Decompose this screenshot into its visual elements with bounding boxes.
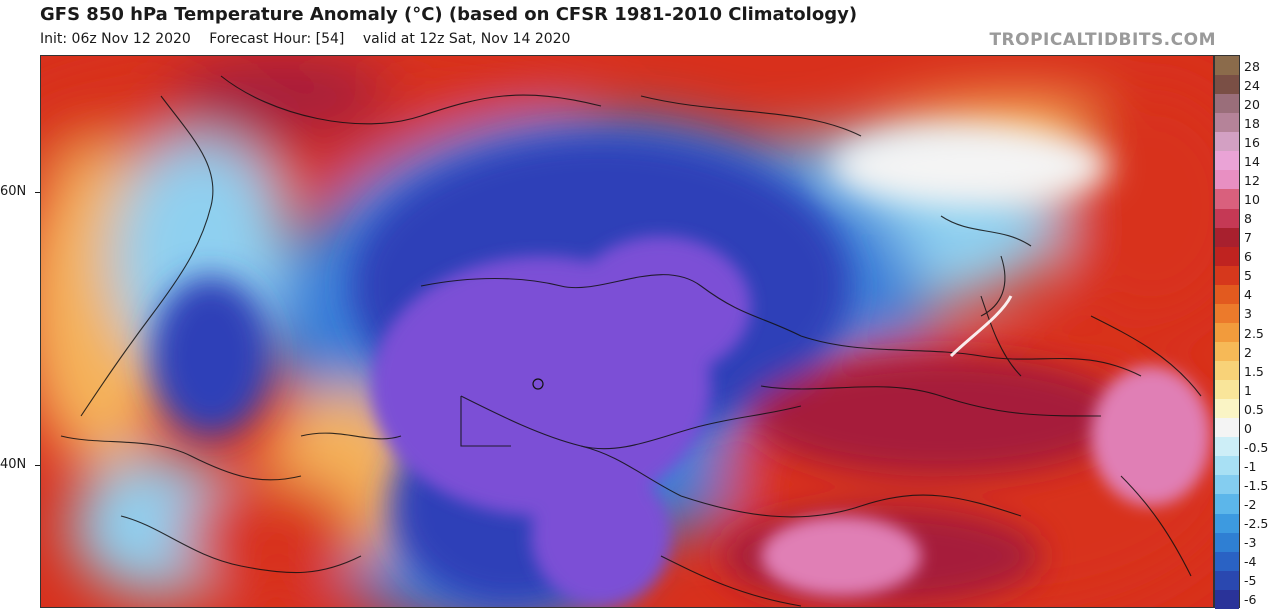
colorbar-swatch	[1215, 399, 1239, 419]
colorbar-swatch	[1215, 570, 1239, 590]
colorbar-label: 12	[1244, 172, 1260, 188]
colorbar-label: -2.5	[1244, 515, 1269, 531]
anomaly-region-very-cold	[151, 276, 271, 436]
brand-watermark: TROPICALTIDBITS.COM	[989, 30, 1216, 50]
forecast-hour: Forecast Hour: [54]	[209, 31, 345, 47]
colorbar-label: 28	[1244, 58, 1260, 74]
colorbar-swatch	[1215, 151, 1239, 171]
colorbar-label: 14	[1244, 153, 1260, 169]
colorbar-swatch	[1215, 246, 1239, 266]
colorbar-label: 0.5	[1244, 401, 1264, 417]
colorbar-label: 10	[1244, 191, 1260, 207]
colorbar-swatch	[1215, 341, 1239, 361]
anomaly-region-extreme	[761, 516, 921, 596]
colorbar-swatch	[1215, 170, 1239, 190]
lake-outline	[532, 378, 544, 390]
colorbar-label: 7	[1244, 229, 1252, 245]
lake-baikal	[949, 295, 1013, 358]
colorbar-swatch	[1215, 532, 1239, 552]
colorbar-swatch	[1215, 75, 1239, 95]
colorbar-label: 16	[1244, 134, 1260, 150]
colorbar-swatch	[1215, 589, 1239, 609]
colorbar-swatch	[1215, 361, 1239, 381]
colorbar-swatch	[1215, 322, 1239, 342]
anomaly-region-very-hot	[171, 56, 391, 141]
map-subtitle: Init: 06z Nov 12 2020 Forecast Hour: [54…	[40, 31, 584, 47]
colorbar-swatch	[1215, 208, 1239, 228]
colorbar-label: 2	[1244, 344, 1252, 360]
init-time: Init: 06z Nov 12 2020	[40, 31, 191, 47]
anomaly-region-neutral	[831, 126, 1111, 206]
colorbar-label: -0.5	[1244, 439, 1269, 455]
colorbar-swatch	[1215, 303, 1239, 323]
colorbar-label: 5	[1244, 268, 1252, 284]
colorbar-swatch	[1215, 437, 1239, 457]
coastlines	[60, 75, 1202, 607]
anomaly-region-deep-cold	[531, 466, 671, 606]
valid-time: valid at 12z Sat, Nov 14 2020	[362, 31, 571, 47]
colorbar-swatch	[1215, 227, 1239, 247]
colorbar-label: -1	[1244, 458, 1257, 474]
colorbar-label: 1.5	[1244, 363, 1264, 379]
colorbar-label: -3	[1244, 535, 1257, 550]
colorbar-swatch	[1215, 418, 1239, 438]
colorbar-label: 1	[1244, 382, 1252, 398]
colorbar-swatch	[1215, 494, 1239, 514]
colorbar-label: -1.5	[1244, 477, 1269, 493]
anomaly-region-extreme	[1091, 366, 1211, 506]
anomaly-region-deep-cold	[571, 236, 751, 376]
anomaly-map	[40, 55, 1214, 608]
colorbar-label: 20	[1244, 96, 1260, 112]
colorbar-swatch	[1215, 189, 1239, 209]
colorbar-swatch	[1215, 132, 1239, 152]
colorbar-label: 2.5	[1244, 325, 1264, 341]
colorbar-swatch	[1215, 456, 1239, 476]
colorbar-label: -4	[1244, 554, 1257, 570]
colorbar-labels: 28 24 20 18 16 14 12 10 8 7 6 5 4 3 2.5 2 1.5 1 0.5 0 -0.5 -1…	[1244, 55, 1280, 608]
colorbar-swatch	[1215, 94, 1239, 114]
colorbar-swatch	[1215, 380, 1239, 400]
colorbar-label: -6	[1244, 592, 1257, 608]
colorbar-label: 4	[1244, 287, 1252, 303]
colorbar-label: -2	[1244, 496, 1257, 512]
colorbar-swatch	[1215, 513, 1239, 533]
colorbar-label: -5	[1244, 573, 1257, 589]
lat-tick-40n	[35, 465, 40, 466]
colorbar-label: 0	[1244, 420, 1252, 436]
colorbar	[1214, 55, 1240, 609]
colorbar-label: 18	[1244, 115, 1260, 131]
colorbar-swatch	[1215, 113, 1239, 133]
colorbar-swatch	[1215, 551, 1239, 571]
anomaly-field	[41, 56, 1213, 607]
colorbar-swatch	[1215, 265, 1239, 285]
anomaly-region-very-hot	[751, 356, 1131, 476]
colorbar-swatch	[1215, 284, 1239, 304]
anomaly-region-hot	[181, 476, 361, 596]
lat-label-60n: 60N	[0, 184, 27, 199]
colorbar-swatch	[1215, 56, 1239, 76]
colorbar-label: 3	[1244, 306, 1252, 322]
colorbar-label: 6	[1244, 248, 1252, 264]
colorbar-label: 8	[1244, 210, 1252, 226]
lat-label-40n: 40N	[0, 457, 27, 472]
colorbar-swatch	[1215, 475, 1239, 495]
map-title: GFS 850 hPa Temperature Anomaly (°C) (ba…	[40, 4, 858, 25]
lat-tick-60n	[35, 192, 40, 193]
colorbar-label: 24	[1244, 77, 1260, 93]
